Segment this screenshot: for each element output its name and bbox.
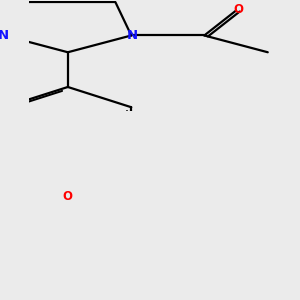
Text: N: N — [127, 29, 138, 42]
Text: O: O — [62, 190, 72, 203]
Text: O: O — [233, 3, 243, 16]
Text: N: N — [0, 29, 9, 42]
